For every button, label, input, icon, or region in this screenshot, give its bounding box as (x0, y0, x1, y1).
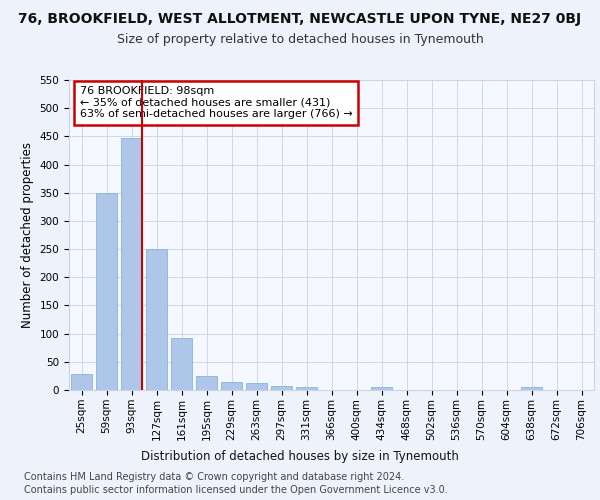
Bar (221, 382, 242, 390)
Bar (146, 249, 167, 390)
Bar (296, 386, 317, 390)
Bar (246, 383, 267, 390)
Bar (196, 376, 217, 390)
Bar (271, 386, 292, 390)
Text: Contains HM Land Registry data © Crown copyright and database right 2024.: Contains HM Land Registry data © Crown c… (24, 472, 404, 482)
Bar (96, 192, 117, 390)
Text: Size of property relative to detached houses in Tynemouth: Size of property relative to detached ho… (116, 32, 484, 46)
Bar (371, 387, 392, 390)
Text: Contains public sector information licensed under the Open Government Licence v3: Contains public sector information licen… (24, 485, 448, 495)
Text: 76 BROOKFIELD: 98sqm
← 35% of detached houses are smaller (431)
63% of semi-deta: 76 BROOKFIELD: 98sqm ← 35% of detached h… (79, 86, 352, 120)
Bar (71, 374, 92, 390)
Bar (171, 338, 192, 390)
Y-axis label: Number of detached properties: Number of detached properties (21, 142, 34, 328)
Bar (521, 387, 542, 390)
Bar (121, 138, 142, 390)
Text: 76, BROOKFIELD, WEST ALLOTMENT, NEWCASTLE UPON TYNE, NE27 0BJ: 76, BROOKFIELD, WEST ALLOTMENT, NEWCASTL… (19, 12, 581, 26)
Text: Distribution of detached houses by size in Tynemouth: Distribution of detached houses by size … (141, 450, 459, 463)
